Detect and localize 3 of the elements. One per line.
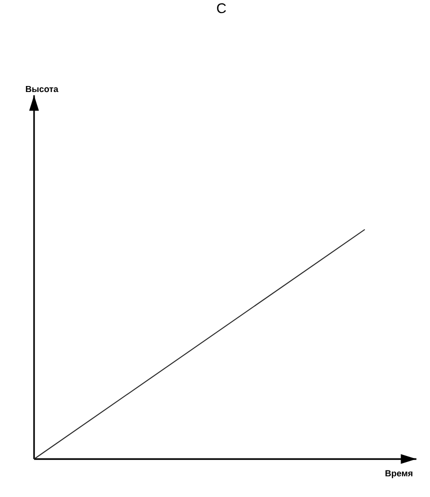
- chart-title: C: [217, 3, 226, 14]
- text: Высота: [26, 86, 58, 92]
- x-axis-title: Время: [386, 470, 412, 478]
